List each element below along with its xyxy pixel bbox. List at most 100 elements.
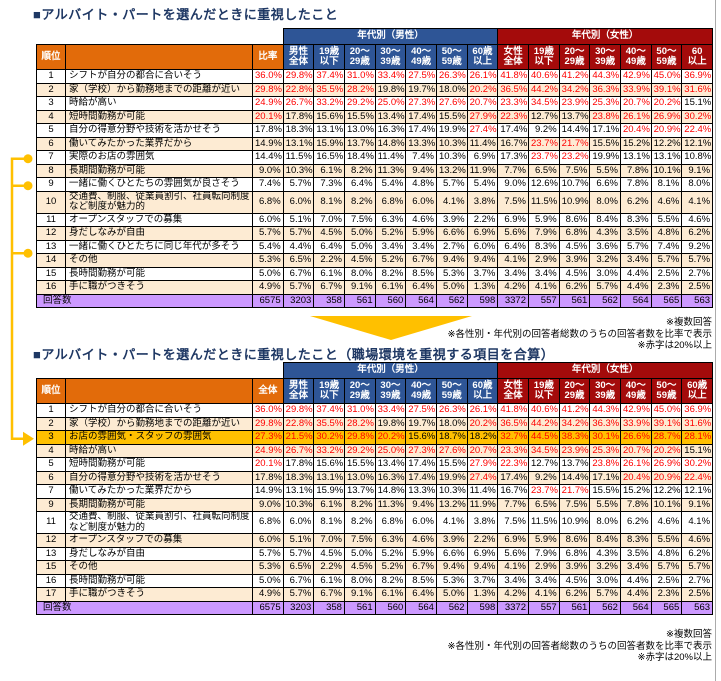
female-age-column-header: 60歳 以上: [681, 378, 714, 404]
value-cell: 8.0%: [343, 266, 376, 281]
total-value-cell: 565: [650, 600, 683, 615]
value-cell: 9.4%: [435, 253, 468, 268]
value-cell: 6.1%: [374, 280, 407, 295]
value-cell: 35.5%: [313, 416, 345, 431]
value-cell: 15.5%: [589, 484, 621, 499]
value-cell: 11.4%: [466, 484, 499, 499]
value-cell: 24.9%: [252, 96, 284, 111]
total-value-cell: 560: [374, 293, 407, 308]
value-cell: 17.4%: [405, 457, 437, 472]
rank-cell: 1: [36, 69, 66, 84]
page-right-border: [715, 0, 716, 681]
rank-column-header: 順位: [36, 44, 66, 70]
rank-cell: 15: [36, 266, 66, 281]
female-age-column-header: 30～ 39歳: [589, 44, 621, 70]
value-cell: 2.9%: [528, 253, 560, 268]
value-cell: 6.8%: [374, 511, 407, 534]
value-cell: 6.2%: [619, 511, 652, 534]
value-cell: 8.0%: [589, 190, 621, 214]
item-label: その他: [65, 560, 253, 575]
value-cell: 26.6%: [619, 430, 652, 445]
item-label: 長時間勤務が可能: [65, 266, 253, 281]
value-cell: 5.0%: [252, 266, 284, 281]
value-cell: 30.2%: [681, 457, 714, 472]
value-cell: 17.1%: [589, 123, 621, 138]
male-age-column-header: 40～ 49歳: [405, 378, 437, 404]
value-cell: 7.4%: [650, 239, 683, 254]
value-cell: 9.0%: [497, 177, 529, 192]
item-label: 手に職がつきそう: [65, 280, 253, 295]
value-cell: 26.1%: [619, 109, 652, 124]
value-cell: 6.8%: [252, 190, 284, 214]
female-age-column-header: 19歳 以下: [528, 44, 560, 70]
value-cell: 20.1%: [252, 109, 284, 124]
value-cell: 26.1%: [466, 403, 499, 418]
value-cell: 15.6%: [313, 457, 345, 472]
value-cell: 5.9%: [528, 212, 560, 227]
value-cell: 4.6%: [405, 533, 437, 548]
total-value-cell: 562: [589, 600, 621, 615]
value-cell: 5.9%: [405, 226, 437, 241]
value-cell: 8.2%: [374, 573, 407, 588]
rank-cell: 9: [36, 177, 66, 192]
value-cell: 16.7%: [497, 484, 529, 499]
value-cell: 7.5%: [343, 212, 376, 227]
value-cell: 2.3%: [650, 280, 683, 295]
value-cell: 6.3%: [374, 533, 407, 548]
total-value-cell: 557: [528, 600, 560, 615]
value-cell: 13.1%: [282, 136, 315, 151]
value-cell: 5.5%: [650, 533, 683, 548]
value-cell: 35.5%: [313, 82, 345, 97]
value-cell: 2.5%: [650, 573, 683, 588]
value-cell: 37.4%: [313, 403, 345, 418]
value-cell: 40.6%: [528, 403, 560, 418]
value-cell: 5.4%: [374, 177, 407, 192]
value-cell: 6.1%: [313, 163, 345, 178]
value-cell: 6.2%: [681, 546, 714, 561]
value-cell: 9.1%: [681, 163, 714, 178]
value-cell: 3.4%: [497, 573, 529, 588]
column-header-row: 順位 比率 男性 全体 19歳 以下 20～ 29歳 30～ 39歳 40～ 49歳 50～ …: [36, 44, 714, 70]
female-group-header: 年代別（女性）: [497, 28, 714, 45]
female-age-column-header: 60 以上: [681, 44, 714, 70]
value-cell: 8.0%: [343, 573, 376, 588]
total-value-cell: 358: [313, 600, 345, 615]
value-cell: 4.8%: [405, 177, 437, 192]
value-cell: 4.1%: [497, 560, 529, 575]
rank-cell: 13: [36, 546, 66, 561]
rank-cell: 4: [36, 443, 66, 458]
value-cell: 6.5%: [528, 163, 560, 178]
total-value-cell: 561: [558, 293, 591, 308]
total-value-cell: 564: [619, 293, 652, 308]
value-cell: 14.8%: [374, 484, 407, 499]
value-cell: 1.3%: [466, 587, 499, 602]
rank-cell: 6: [36, 470, 66, 485]
down-arrow-icon: [310, 316, 472, 340]
value-cell: 8.0%: [681, 177, 714, 192]
value-cell: 10.3%: [282, 163, 315, 178]
value-cell: 5.6%: [497, 226, 529, 241]
value-cell: 3.9%: [558, 560, 591, 575]
item-label: シフトが自分の都合に合いそう: [65, 403, 253, 418]
total-value-cell: 562: [589, 293, 621, 308]
value-cell: 20.9%: [650, 123, 683, 138]
value-cell: 29.2%: [343, 443, 376, 458]
value-cell: 4.3%: [589, 226, 621, 241]
value-cell: 27.3%: [252, 430, 284, 445]
value-cell: 2.5%: [681, 587, 714, 602]
value-cell: 5.7%: [650, 560, 683, 575]
value-cell: 9.1%: [343, 587, 376, 602]
value-cell: 26.7%: [282, 96, 315, 111]
item-label: 一緒に働くひとたちの雰囲気が良さそう: [65, 177, 253, 192]
value-cell: 17.3%: [497, 150, 529, 165]
survey-table: 年代別（男性） 年代別（女性） 順位 全体 男性 全体 19歳 以下 20～ 29歳 30～ …: [36, 362, 714, 615]
value-cell: 6.4%: [313, 239, 345, 254]
value-cell: 8.5%: [405, 573, 437, 588]
male-group-header: 年代別（男性）: [282, 28, 499, 45]
total-value-cell: 564: [619, 600, 652, 615]
value-cell: 38.3%: [558, 430, 591, 445]
note-red-threshold: ※赤字は20%以上: [637, 652, 712, 663]
female-group-header: 年代別（女性）: [497, 362, 714, 379]
value-cell: 29.8%: [252, 416, 284, 431]
group-header-row: 年代別（男性） 年代別（女性）: [36, 362, 714, 379]
